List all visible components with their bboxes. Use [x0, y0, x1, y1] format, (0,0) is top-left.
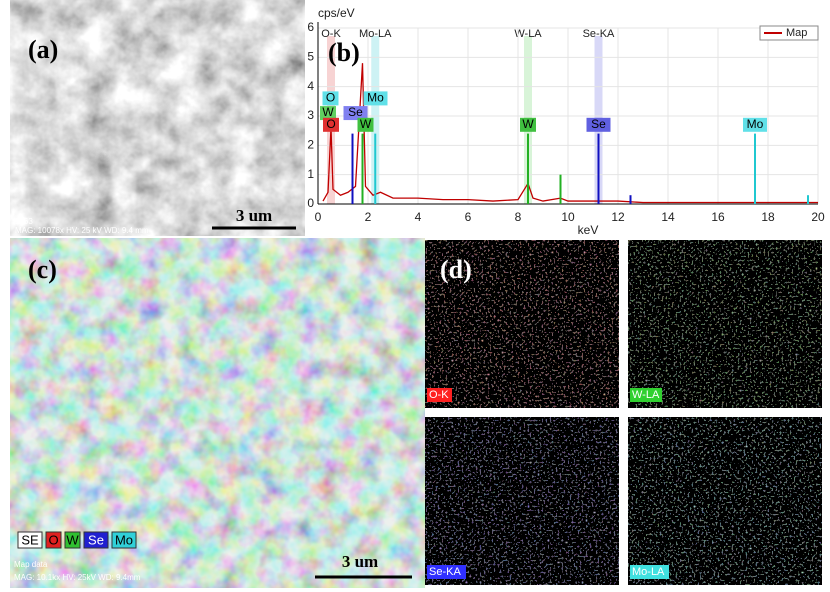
- element-line-label: W-LA: [514, 28, 542, 40]
- scale-text: 3 um: [342, 552, 378, 571]
- sem-texture: [10, 0, 305, 236]
- legend-label: Map: [786, 27, 807, 39]
- tile-label-box: [630, 388, 662, 402]
- dots-color: [628, 240, 822, 408]
- x-tick-label: 10: [561, 210, 575, 224]
- x-tick-label: 14: [661, 210, 675, 224]
- x-tick-label: 12: [611, 210, 625, 224]
- peak-label: Se: [591, 117, 606, 131]
- tile-label: Se-KA: [429, 566, 461, 578]
- dots-color: [425, 240, 619, 408]
- footer: MAG: 10078x HV: 25 kV WD: 9.4 mm: [15, 226, 149, 235]
- y-tick-label: 0: [307, 196, 314, 210]
- x-tick-label: 18: [761, 210, 775, 224]
- peak-label-box: [743, 117, 767, 132]
- legend-box: [83, 531, 109, 549]
- peak-label-box: [323, 117, 339, 132]
- info: 9363: [15, 217, 33, 226]
- dots-color: [628, 417, 822, 585]
- peak-label-box: [320, 106, 336, 121]
- element-line-label: O-K: [321, 28, 341, 40]
- x-tick-label: 20: [811, 210, 825, 224]
- peak-label: W: [322, 105, 334, 119]
- legend-label: Mo: [115, 532, 133, 547]
- tile-label: O-K: [429, 389, 449, 401]
- map-legend: SE O W Se Mo: [17, 531, 137, 549]
- peak-label: W: [360, 117, 372, 131]
- peak-label-box: [586, 117, 611, 132]
- tile-label: W-LA: [632, 389, 660, 401]
- spectrum-line: [322, 63, 818, 204]
- element-maps: O-K W-LA Se-KA Mo-LA: [425, 240, 822, 585]
- legend-label: SE: [21, 532, 39, 547]
- element-line-label: Se-KA: [583, 28, 615, 40]
- y-tick-label: 4: [307, 79, 314, 93]
- legend-box: [17, 531, 43, 549]
- tile-label-box: [427, 388, 452, 402]
- legend-box: [759, 25, 819, 41]
- y-tick-label: 2: [307, 138, 314, 152]
- x-axis-label: keV: [578, 223, 599, 237]
- y-tick-label: 3: [307, 108, 314, 122]
- y-tick-label: 1: [307, 167, 314, 181]
- peak-label-box: [343, 106, 368, 121]
- dots-color: [425, 417, 619, 585]
- scale-text: 3 um: [236, 206, 272, 225]
- panel-label: (c): [28, 255, 57, 284]
- y-tick-label: 5: [307, 50, 314, 64]
- x-tick-label: 6: [465, 210, 472, 224]
- y-axis-label: cps/eV: [318, 6, 355, 20]
- x-tick-label: 2: [365, 210, 372, 224]
- peak-label: W: [522, 117, 534, 131]
- peak-label-box: [357, 117, 374, 132]
- legend-box: [64, 531, 81, 549]
- legend-box: [45, 531, 62, 549]
- x-tick-label: 0: [315, 210, 322, 224]
- footer: MAG: 10.1kx HV: 25kV WD: 9.4mm: [14, 573, 141, 582]
- tile-label-box: [427, 565, 466, 579]
- footer-title: Map data: [14, 560, 48, 569]
- element-line-label: Mo-LA: [359, 28, 392, 40]
- map-texture: [10, 238, 425, 588]
- legend-label: Se: [88, 532, 104, 547]
- legend-box: [111, 531, 137, 549]
- peak-label: O: [326, 91, 335, 105]
- legend-label: W: [66, 532, 79, 547]
- peak-label-box: [520, 117, 536, 132]
- element-band: [371, 36, 380, 204]
- tile-label-box: [630, 565, 669, 579]
- panel-label: (b): [328, 38, 360, 67]
- x-tick-label: 16: [711, 210, 725, 224]
- x-tick-label: 4: [415, 210, 422, 224]
- peak-label: Mo: [747, 117, 764, 131]
- peak-label: Mo: [367, 91, 384, 105]
- peak-label: O: [326, 117, 335, 131]
- legend-label: O: [48, 532, 58, 547]
- panel-label: (a): [28, 35, 58, 64]
- tile-label: Mo-LA: [632, 566, 665, 578]
- x-tick-label: 8: [515, 210, 522, 224]
- peak-label-box: [322, 91, 339, 106]
- y-tick-label: 6: [307, 20, 314, 34]
- panel-label: (d): [440, 255, 472, 284]
- peak-label: Se: [348, 105, 363, 119]
- peak-label-box: [363, 91, 388, 106]
